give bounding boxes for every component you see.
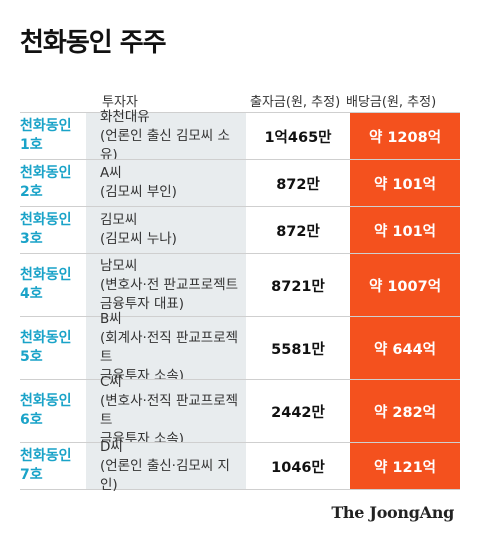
investment-amount: 2442만 [271, 404, 325, 421]
investment-amount: 872만 [276, 223, 320, 240]
entity-name-line: 천화동인 [20, 165, 72, 181]
header-dividend: 배당금(원, 추정) [346, 95, 437, 110]
entity-name-line: 3호 [20, 231, 43, 247]
entity-name: 천화동인 2호 [20, 160, 86, 206]
investor-cell-line: (김모씨 누나) [100, 231, 177, 247]
entity-name-line: 천화동인 [20, 267, 72, 283]
chart-title: 천화동인 주주 [20, 28, 167, 58]
entity-name-line: 천화동인 [20, 330, 72, 346]
investment-amount: 872만 [276, 176, 320, 193]
header-investor: 투자자 [102, 95, 138, 110]
dividend-amount: 약 101억 [350, 207, 460, 253]
table-row: 천화동인 5호 B씨 (회계사·전직 판교프로젝트 금융투자 소속) 5581만 약 644… [20, 311, 460, 384]
entity-name-line: 천화동인 [20, 393, 72, 409]
investment-amount: 1억465만 [264, 129, 332, 146]
investment-amount: 5581만 [271, 341, 325, 358]
joongang-logo: The JoongAng [331, 503, 454, 522]
table-body: 천화동인 1호 화천대유 (언론인 출신 김모씨 소유) 1억465만 약 1208억 천화… [20, 109, 460, 493]
investor-cell-line: C씨 [100, 374, 122, 390]
investment-amount: 8721만 [271, 278, 325, 295]
entity-name: 천화동인 1호 [20, 113, 86, 159]
investor-cell-line: B씨 [100, 311, 122, 327]
investor-cell-line: (변호사·전 판교프로젝트 [100, 276, 239, 293]
investor-cell: D씨 (언론인 출신·김모씨 지인) [86, 439, 246, 493]
investment-amount: 1046만 [271, 459, 325, 476]
investor-cell: B씨 (회계사·전직 판교프로젝트 금융투자 소속) [86, 311, 246, 384]
table-row: 천화동인 6호 C씨 (변호사·전직 판교프로젝트 금융투자 소속) 2442만 약 282… [20, 374, 460, 447]
entity-name-line: 천화동인 [20, 448, 72, 464]
entity-name: 천화동인 6호 [20, 380, 86, 442]
investor-cell-line: 남모씨 [100, 257, 138, 274]
dividend-amount: 약 644억 [350, 317, 460, 379]
table-header: 투자자 출자금(원, 추정) 배당금(원, 추정) [20, 88, 460, 112]
entity-name: 천화동인 5호 [20, 317, 86, 379]
table-row: 천화동인 7호 D씨 (언론인 출신·김모씨 지인) 1046만 약 121억 [20, 439, 460, 493]
header-investment: 출자금(원, 추정) [250, 95, 341, 110]
investor-cell-line: 금융투자 대표) [100, 295, 185, 312]
entity-name: 천화동인 7호 [20, 443, 86, 489]
entity-name-line: 6호 [20, 412, 43, 428]
entity-name-line: 천화동인 [20, 118, 72, 134]
investor-cell-line: (회계사·전직 판교프로젝트 [100, 330, 239, 365]
entity-name-line: 7호 [20, 467, 43, 483]
dividend-amount: 약 282억 [350, 380, 460, 442]
dividend-amount: 약 101억 [350, 160, 460, 206]
investor-cell-line: (언론인 출신·김모씨 지인) [100, 457, 230, 493]
shareholder-table: 투자자 출자금(원, 추정) 배당금(원, 추정) 천화동인 1호 화천대유 (언론인… [20, 88, 460, 493]
dividend-amount: 약 1007억 [350, 254, 460, 316]
table-row: 천화동인 3호 김모씨 (김모씨 누나) 872만 약 101억 [20, 206, 460, 253]
investor-cell-line: 김모씨 [100, 212, 138, 228]
entity-name-line: 1호 [20, 137, 43, 153]
investor-cell-line: 화천대유 [100, 108, 150, 125]
investor-cell: C씨 (변호사·전직 판교프로젝트 금융투자 소속) [86, 374, 246, 447]
entity-name-line: 2호 [20, 184, 43, 200]
investor-cell: A씨 (김모씨 부인) [86, 160, 246, 206]
table-row: 천화동인 2호 A씨 (김모씨 부인) 872만 약 101억 [20, 159, 460, 206]
entity-name-line: 5호 [20, 349, 43, 365]
entity-name-line: 4호 [20, 286, 43, 302]
investor-cell-line: A씨 [100, 165, 122, 181]
investor-cell-line: (언론인 출신 김모씨 소유) [100, 127, 230, 163]
investor-cell-line: D씨 [100, 438, 123, 455]
investor-cell-line: (변호사·전직 판교프로젝트 [100, 393, 239, 428]
table-row: 천화동인 1호 화천대유 (언론인 출신 김모씨 소유) 1억465만 약 1208억 [20, 109, 460, 163]
dividend-amount: 약 121억 [350, 443, 460, 489]
investor-cell: 화천대유 (언론인 출신 김모씨 소유) [86, 109, 246, 163]
entity-name: 천화동인 4호 [20, 254, 86, 316]
investor-cell: 김모씨 (김모씨 누나) [86, 207, 246, 253]
entity-name-line: 천화동인 [20, 212, 72, 228]
dividend-amount: 약 1208억 [350, 113, 460, 159]
entity-name: 천화동인 3호 [20, 207, 86, 253]
investor-cell-line: (김모씨 부인) [100, 184, 177, 200]
